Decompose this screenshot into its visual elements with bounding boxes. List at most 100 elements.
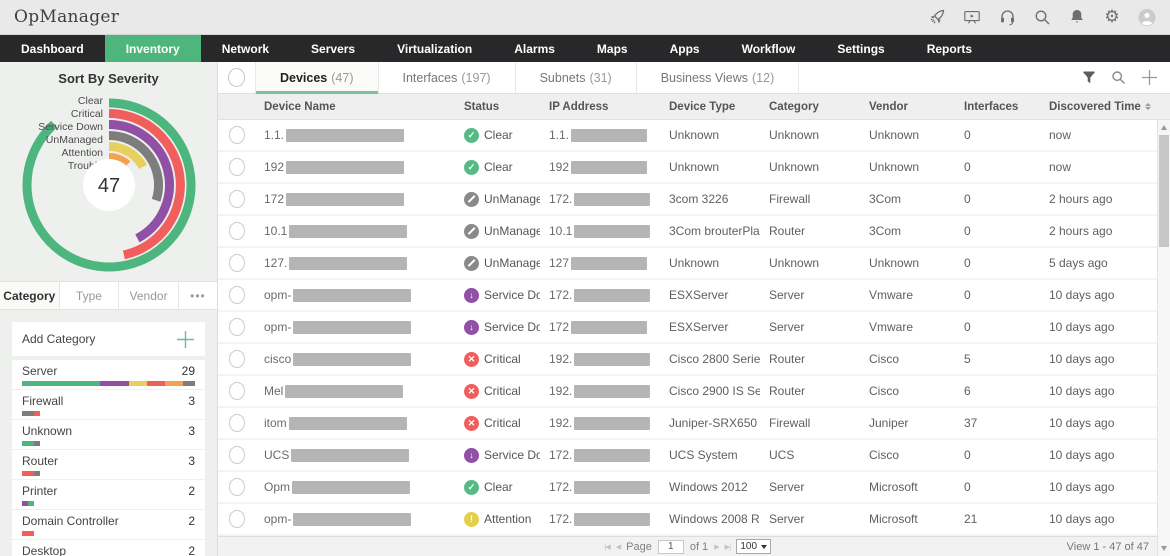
ip-address-cell: 1.1.	[540, 128, 660, 142]
category-count: 2	[188, 514, 195, 528]
category-item-domain-controller[interactable]: Domain Controller 2	[12, 509, 205, 539]
row-checkbox[interactable]	[228, 318, 245, 336]
row-checkbox[interactable]	[228, 478, 245, 496]
row-checkbox[interactable]	[228, 286, 245, 304]
table-row[interactable]: 127.UnManaged127 Unknown Unknown Unknown 0 5 …	[218, 248, 1157, 278]
category-item-router[interactable]: Router 3	[12, 449, 205, 479]
table-row[interactable]: cisco ✕ Critical 192. Cisco 2800 Series Route…	[218, 344, 1157, 374]
row-checkbox[interactable]	[228, 254, 245, 272]
sidebar-tab-type[interactable]: Type	[59, 282, 120, 309]
tab-devices[interactable]: Devices (47)	[255, 62, 378, 94]
nav-item-maps[interactable]: Maps	[596, 41, 628, 56]
table-row[interactable]: 10.1UnManaged10.1 3Com brouterPlat... Rout…	[218, 216, 1157, 246]
row-checkbox[interactable]	[228, 158, 245, 176]
severity-arc-service_down[interactable]	[108, 120, 174, 243]
device-type-cell: ESXServer	[669, 288, 729, 302]
column-header-interfaces[interactable]: Interfaces	[964, 100, 1019, 113]
column-header-status[interactable]: Status	[464, 100, 500, 113]
search-icon[interactable]	[1033, 8, 1051, 26]
table-row[interactable]: UCS↓Service Do...172.UCS SystemUCSCisco0…	[218, 440, 1157, 470]
table-row[interactable]: opm-↓Service Do...172 ESXServer Server Vmwa…	[218, 312, 1157, 342]
table-row[interactable]: itom ✕ Critical 192. Juniper-SRX650 Firewall J…	[218, 408, 1157, 438]
nav-item-servers[interactable]: Servers	[311, 41, 356, 56]
search-table-icon[interactable]	[1111, 70, 1126, 85]
row-checkbox[interactable]	[228, 414, 245, 432]
severity-arc-clear[interactable]	[22, 98, 196, 272]
gear-icon[interactable]: ⚙	[1104, 6, 1120, 27]
nav-item-workflow[interactable]: Workflow	[741, 41, 796, 56]
nav-item-network[interactable]: Network	[221, 41, 270, 56]
category-item-firewall[interactable]: Firewall 3	[12, 389, 205, 419]
nav-item-settings[interactable]: Settings	[837, 41, 885, 56]
redacted-device-name	[293, 320, 412, 334]
column-header-device-type[interactable]: Device Type	[669, 100, 736, 113]
nav-item-alarms[interactable]: Alarms	[514, 41, 555, 56]
table-row[interactable]: 1.1. ✓ Clear 1.1. Unknown Unknown Unknown 0 now	[218, 120, 1157, 150]
row-checkbox[interactable]	[228, 382, 245, 400]
row-checkbox[interactable]	[228, 510, 245, 528]
category-item-printer[interactable]: Printer 2	[12, 479, 205, 509]
severity-arc-trouble[interactable]	[108, 153, 131, 169]
table-row[interactable]: opm-↓Service Do...172. ESXServer Server Vmw…	[218, 280, 1157, 310]
scrollbar-thumb[interactable]	[1159, 135, 1169, 247]
column-header-category[interactable]: Category	[769, 100, 819, 113]
column-header-ip-address[interactable]: IP Address	[549, 100, 609, 113]
headset-icon[interactable]	[998, 8, 1016, 26]
status-clear-icon: ✓	[464, 479, 479, 495]
row-checkbox[interactable]	[228, 350, 245, 368]
next-page-icon[interactable]: ▶	[714, 542, 719, 551]
prev-page-icon[interactable]: ◀	[615, 542, 621, 551]
nav-item-reports[interactable]: Reports	[926, 41, 973, 56]
select-all-checkbox[interactable]	[228, 68, 245, 87]
page-size-select[interactable]: 100	[736, 539, 772, 554]
presentation-icon[interactable]	[963, 8, 981, 26]
status-service_down-icon: ↓	[464, 319, 479, 335]
scroll-down-icon[interactable]	[1161, 546, 1167, 551]
table-row[interactable]: 172UnManaged172. 3com 3226 Firewall 3Com 0 2 …	[218, 184, 1157, 214]
tab-subnets[interactable]: Subnets (31)	[514, 62, 636, 93]
bell-icon[interactable]	[1068, 8, 1086, 26]
category-cell: Router	[769, 352, 806, 366]
rocket-icon[interactable]	[928, 8, 946, 26]
sort-icon[interactable]	[1144, 103, 1151, 110]
nav-item-virtualization[interactable]: Virtualization	[397, 41, 473, 56]
scroll-up-icon[interactable]	[1161, 125, 1167, 130]
table-scrollbar[interactable]	[1157, 120, 1170, 556]
category-item-server[interactable]: Server 29	[12, 359, 205, 389]
row-checkbox[interactable]	[228, 446, 245, 464]
nav-item-apps[interactable]: Apps	[669, 41, 700, 56]
nav-item-dashboard[interactable]: Dashboard	[21, 41, 84, 56]
category-segment-trouble	[165, 381, 184, 386]
add-category-plus-icon[interactable]	[176, 330, 195, 349]
nav-item-inventory[interactable]: Inventory	[104, 35, 201, 62]
device-type-cell: Cisco 2900 IS Series	[669, 384, 760, 398]
first-page-icon[interactable]: |◀	[603, 542, 611, 551]
table-row[interactable]: opm-! Attention 172. Windows 2008 R2 Server M…	[218, 504, 1157, 534]
severity-arc-attention[interactable]	[108, 142, 147, 170]
table-row[interactable]: Opm ✓ Clear 172. Windows 2012 Server Microsoft…	[218, 472, 1157, 502]
last-page-icon[interactable]: ▶|	[724, 542, 732, 551]
tab-business-views[interactable]: Business Views (12)	[635, 62, 800, 93]
column-header-device-name[interactable]: Device Name	[264, 100, 336, 113]
category-item-unknown[interactable]: Unknown 3	[12, 419, 205, 449]
page-number-input[interactable]	[657, 539, 684, 554]
sidebar-tab-vendor[interactable]: Vendor	[119, 282, 179, 309]
add-device-icon[interactable]	[1141, 69, 1158, 86]
row-checkbox[interactable]	[228, 222, 245, 240]
sidebar-tab-category[interactable]: Category	[0, 282, 60, 309]
column-header-vendor[interactable]: Vendor	[869, 100, 908, 113]
avatar-icon[interactable]	[1138, 8, 1156, 26]
row-checkbox[interactable]	[228, 190, 245, 208]
table-row[interactable]: 192 ✓ Clear 192 Unknown Unknown Unknown 0 now	[218, 152, 1157, 182]
device-type-cell: Juniper-SRX650	[669, 416, 758, 430]
filter-icon[interactable]	[1082, 71, 1096, 85]
severity-arc-critical[interactable]	[108, 109, 185, 260]
category-item-desktop[interactable]: Desktop 2	[12, 539, 205, 556]
column-header-discovered-time[interactable]: Discovered Time	[1040, 101, 1170, 113]
severity-arc-unmanaged[interactable]	[108, 131, 163, 202]
tab-interfaces[interactable]: Interfaces (197)	[377, 62, 515, 93]
row-checkbox[interactable]	[228, 126, 245, 144]
sidebar-tab-[interactable]: •••	[178, 282, 217, 309]
category-name: Firewall	[22, 394, 64, 408]
